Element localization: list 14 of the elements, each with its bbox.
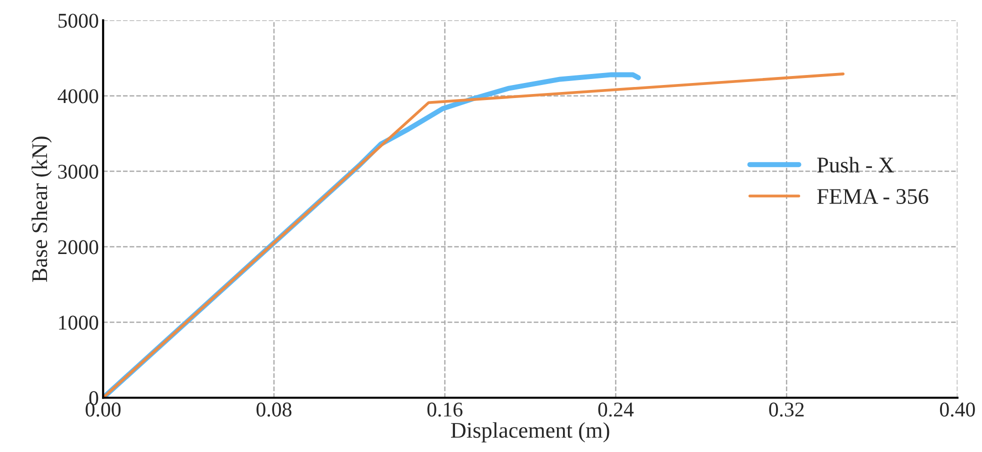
legend-label: Push - X: [817, 156, 894, 173]
x-tick-label: 0.16: [427, 402, 462, 417]
y-axis-title: Base Shear (kN): [32, 136, 52, 282]
x-tick-label: 0.32: [769, 402, 804, 417]
legend-label: FEMA - 356: [817, 189, 928, 204]
y-tick-label: 1000: [59, 316, 98, 330]
x-tick-label: 0.24: [598, 402, 634, 417]
y-tick-label: 2000: [58, 240, 98, 254]
y-tick-label: 5000: [58, 14, 98, 28]
x-axis-title: Displacement (m): [451, 422, 610, 442]
y-tick-label: 4000: [58, 89, 98, 104]
x-tick-label: 0.08: [256, 402, 292, 417]
x-tick-label: 0.40: [940, 402, 975, 417]
y-tick-label: 3000: [58, 164, 98, 179]
